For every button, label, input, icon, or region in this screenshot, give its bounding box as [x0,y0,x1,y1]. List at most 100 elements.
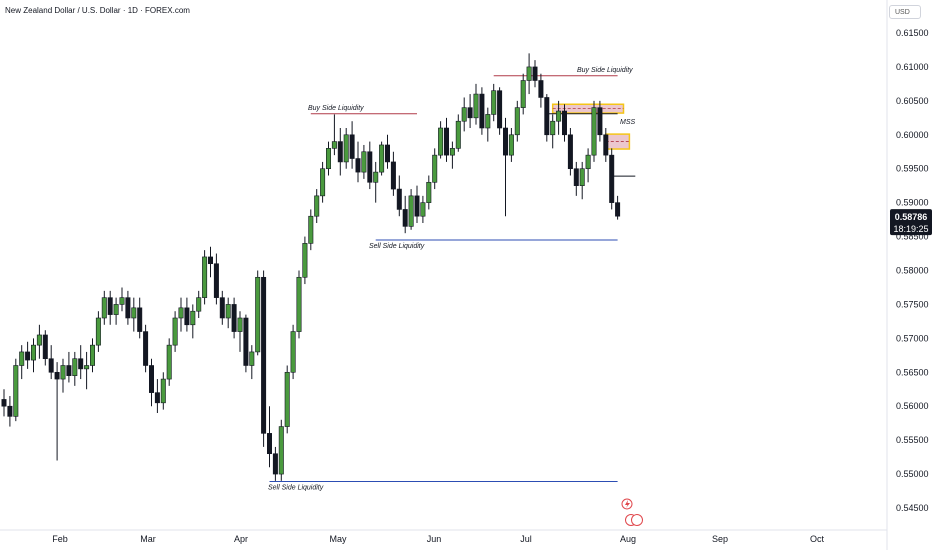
x-tick-label: Apr [234,534,248,544]
candle [308,209,314,251]
candle [13,358,19,422]
candle-body [491,90,497,115]
candle-body [485,114,491,129]
candle [414,185,420,223]
candle [514,100,520,142]
candle-body [367,151,373,183]
candle-body [432,154,438,183]
candle-body [373,171,379,183]
candle-body [272,453,278,475]
candle-body [390,161,396,190]
candle-body [579,168,585,186]
candle [373,161,379,203]
candle [166,338,172,386]
y-tick-label: 0.56500 [896,367,929,377]
candle [556,100,562,135]
candle [367,141,373,190]
candle-body [30,344,36,361]
candle-body [473,93,479,119]
candle-body [107,297,113,315]
y-tick-label: 0.54500 [896,503,929,513]
candle-body [178,307,184,319]
x-tick-label: Aug [620,534,636,544]
candle-body [308,215,314,244]
candle-body [508,134,514,156]
candle [497,87,503,135]
candle [567,128,573,176]
candle [485,107,491,142]
candle [219,290,225,325]
candle [107,290,113,325]
candle [432,148,438,190]
candle [42,330,48,366]
candle [538,73,544,108]
candle-body [302,243,308,278]
candle-body [556,110,562,122]
candle-body [438,127,444,156]
currency-selector[interactable]: USD [889,5,921,19]
candle [184,297,190,332]
candle-body [202,256,208,298]
candle [544,94,550,142]
price-axis[interactable]: 0.61500 0.61000 0.60500 0.60000 0.59500 0.590… [896,28,929,513]
time-axis[interactable]: Feb Mar Apr May Jun Jul Aug Sep Oct [52,534,824,544]
candle-body [219,297,225,319]
candle [119,287,125,312]
x-tick-label: Jun [427,534,442,544]
candle [461,97,467,132]
candle-body [13,365,19,417]
candle-body [544,97,550,136]
candle [261,270,267,447]
candle-body [573,168,579,186]
alert-icons[interactable] [621,498,643,526]
candle [213,253,219,305]
candle-body [408,195,414,227]
candle-body [19,351,25,366]
candle-body [196,297,202,312]
candle [84,351,90,390]
candle-body [609,154,615,203]
candle [349,121,355,169]
candle [591,100,597,162]
candle-body [84,365,90,370]
liquidity-levels [269,75,636,483]
candle-body [361,151,367,173]
candle-body [379,144,385,173]
symbol-title: New Zealand Dollar / U.S. Dollar · 1D · … [5,6,190,15]
candle [231,297,237,339]
y-tick-label: 0.61000 [896,62,929,72]
candle [137,297,143,339]
y-tick-label: 0.59500 [896,164,929,174]
candle-body [532,66,538,81]
candle-body [143,331,149,366]
x-tick-label: Jul [520,534,532,544]
candle-body [296,276,302,332]
candle-body [567,134,573,170]
flag-event-icon-2[interactable] [631,514,643,526]
candle-body [290,331,296,373]
candle [225,297,231,329]
candle [54,362,60,461]
candle [479,87,485,135]
candle-body [284,371,290,427]
candle-body [343,134,349,163]
candle [296,270,302,339]
candle [585,148,591,183]
candle [143,324,149,373]
candle-body [443,127,449,156]
candle-body [479,93,485,129]
candle [408,189,414,230]
candle-body [355,158,361,173]
candle [402,195,408,234]
candle [361,144,367,179]
candle-body [66,365,72,376]
x-tick-label: Feb [52,534,68,544]
candle-body [172,317,178,346]
candle [78,345,84,380]
candle-body [585,154,591,170]
candle-body [426,181,432,203]
candle [455,114,461,152]
